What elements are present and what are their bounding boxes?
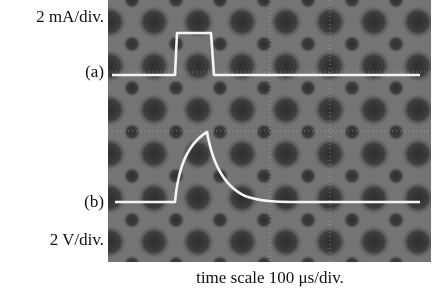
current-scale-label: 2 mA/div.	[36, 7, 104, 26]
oscilloscope-figure: 2 mA/div. (a) (b) 2 V/div. time scale 10…	[0, 0, 437, 293]
page: 2 mA/div. (a) (b) 2 V/div. time scale 10…	[0, 0, 437, 293]
trace-b-label: (b)	[84, 192, 104, 211]
trace-a-label: (a)	[85, 62, 104, 81]
voltage-scale-label: 2 V/div.	[50, 230, 104, 249]
caption: time scale 100 μs/div.	[196, 268, 344, 287]
